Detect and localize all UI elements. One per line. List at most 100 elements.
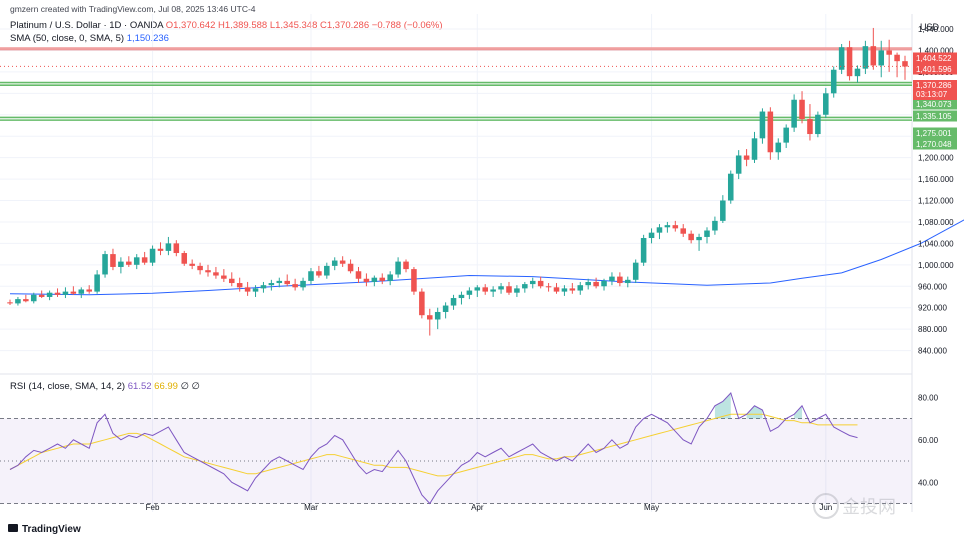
candle-body — [379, 277, 386, 281]
candle-body — [767, 111, 774, 153]
candle-body — [680, 228, 687, 234]
candle-body — [664, 225, 671, 228]
candle-down — [807, 104, 813, 141]
candle-down — [38, 290, 45, 299]
candle-down — [110, 248, 116, 271]
candle-down — [7, 299, 13, 306]
candle-body — [165, 243, 172, 251]
candle-body — [38, 294, 45, 297]
price-tick-label: 840.000 — [918, 347, 947, 356]
countdown-timer: 03:13:07 — [916, 90, 948, 99]
candle-body — [7, 302, 13, 304]
candle-up — [522, 281, 528, 293]
candle-up — [735, 150, 742, 180]
candle-down — [221, 269, 227, 282]
candle-body — [474, 287, 481, 291]
candle-down — [799, 91, 805, 124]
candle-body — [870, 46, 877, 66]
candle-up — [775, 138, 782, 160]
candle-up — [704, 227, 710, 244]
resistance-level-tag-bg — [913, 52, 957, 64]
candle-body — [54, 292, 61, 295]
resistance-level-tag: 1,404.522 — [913, 52, 957, 64]
candle-up — [585, 278, 591, 290]
candle-down — [379, 273, 386, 285]
candle-body — [62, 291, 69, 295]
symbol-line: Platinum / U.S. Dollar · 1D · OANDA O1,3… — [10, 20, 443, 31]
resistance-level-tag-bg — [913, 63, 957, 75]
candle-up — [260, 281, 267, 293]
candle-body — [759, 111, 766, 139]
sma-legend[interactable]: SMA (50, close, 0, SMA, 5) 1,150.236 — [10, 33, 169, 44]
candle-body — [498, 286, 504, 290]
candle-body — [506, 286, 512, 293]
candle-body — [149, 248, 156, 263]
candle-body — [735, 155, 742, 174]
candle-body — [442, 305, 449, 312]
candle-body — [720, 200, 726, 221]
last-price-tag-bg — [913, 80, 957, 100]
candle-down — [173, 240, 180, 257]
rsi-line — [9, 392, 858, 505]
rsi-legend[interactable]: RSI (14, close, SMA, 14, 2) 61.52 66.99 … — [10, 381, 200, 392]
candle-body — [395, 261, 401, 275]
rsi-overbought-fill — [794, 405, 803, 419]
candle-body — [743, 155, 750, 160]
candle-body — [205, 270, 211, 273]
candle-body — [688, 233, 694, 241]
candle-body — [783, 127, 789, 143]
candle-body — [339, 260, 346, 264]
candle-up — [632, 259, 639, 284]
price-tick-label: 1,440.000 — [918, 25, 954, 34]
sma-value: 1,150.236 — [126, 33, 169, 44]
candle-up — [133, 254, 140, 270]
tradingview-logo-icon — [8, 524, 18, 532]
candle-up — [854, 65, 861, 83]
resistance-level-tag-text: 1,401.596 — [916, 65, 952, 74]
candle-up — [30, 292, 37, 304]
candle-body — [593, 281, 599, 287]
time-axis-label: Apr — [471, 503, 484, 512]
candle-body — [292, 284, 298, 288]
support-level-tag-bg — [913, 138, 957, 150]
candle-body — [173, 243, 180, 254]
support-level-tag-text: 1,275.001 — [916, 129, 952, 138]
candle-up — [862, 40, 869, 75]
candle-up — [664, 221, 671, 233]
candle-body — [371, 277, 378, 282]
candle-body — [347, 263, 354, 272]
candle-body — [561, 288, 568, 292]
candle-body — [886, 50, 892, 55]
support-level-tag-text: 1,335.105 — [916, 112, 952, 121]
candle-up — [474, 285, 481, 297]
candle-down — [482, 284, 488, 295]
candle-body — [427, 315, 433, 320]
candle-body — [126, 261, 132, 265]
candle-body — [276, 280, 283, 284]
last-price-value: 1,370.286 — [916, 81, 952, 90]
candle-up — [15, 296, 21, 306]
candle-body — [434, 311, 441, 320]
candle-up — [490, 286, 496, 297]
ohlc-close: C1,370.286 — [320, 20, 370, 31]
candle-body — [609, 276, 615, 281]
candle-body — [846, 47, 853, 77]
candle-body — [672, 225, 679, 229]
candle-up — [118, 257, 124, 274]
candle-down — [593, 277, 599, 289]
candle-body — [102, 254, 108, 275]
candle-body — [363, 278, 370, 282]
candle-up — [823, 87, 829, 118]
candle-body — [648, 232, 655, 239]
symbol-name[interactable]: Platinum / U.S. Dollar · 1D · OANDA — [10, 20, 164, 31]
candle-up — [561, 285, 568, 296]
candle-body — [78, 289, 85, 294]
candle-down — [886, 39, 892, 72]
candle-down — [403, 259, 409, 273]
candle-body — [94, 274, 100, 292]
tradingview-brand: TradingView — [22, 524, 81, 535]
time-axis-label: Mar — [304, 503, 318, 512]
price-tick-label: 1,000.000 — [918, 261, 954, 270]
candle-body — [355, 271, 362, 279]
